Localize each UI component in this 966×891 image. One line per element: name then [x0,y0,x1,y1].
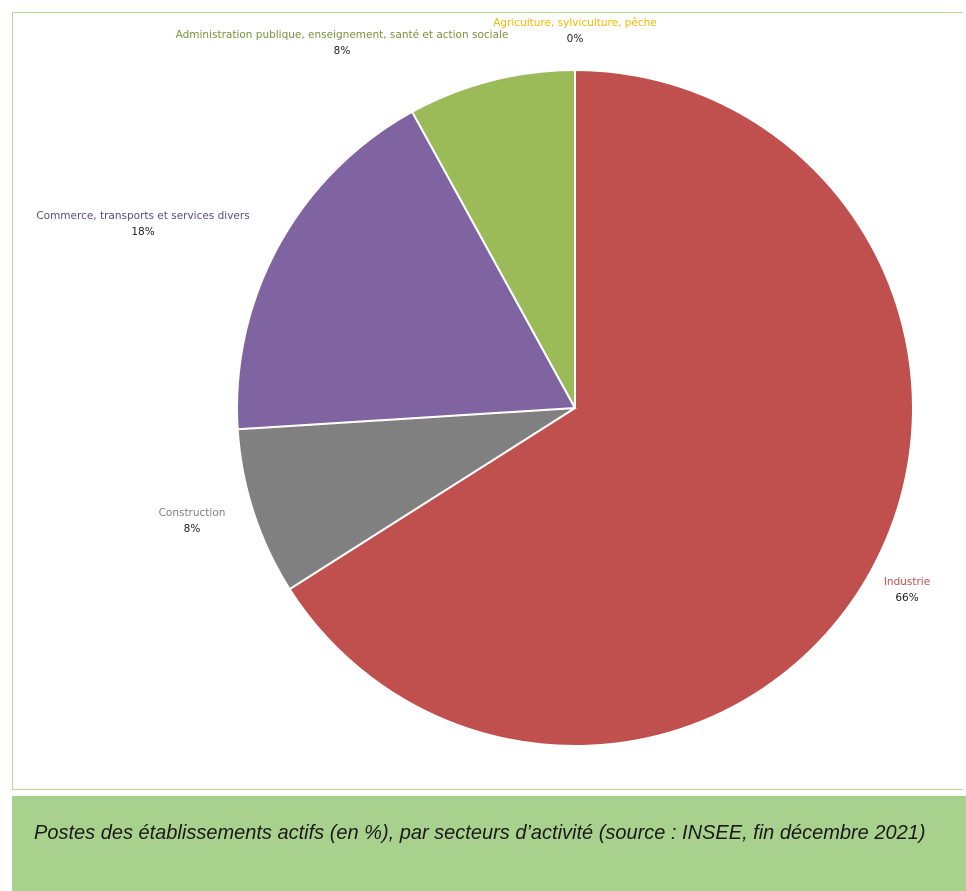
caption-box: Postes des établissements actifs (en %),… [12,796,966,891]
pie-slice-1 [236,407,576,591]
slice-value-label-4: 0% [567,33,584,45]
pie-slice-0 [288,68,914,747]
slice-label-3: Administration publique, enseignement, s… [176,29,509,41]
chart-frame: Industrie 66% Construction 8% Commerce, tran… [12,12,963,790]
slice-label-4: Agriculture, sylviculture, pêche [493,17,657,29]
slice-label-2: Commerce, transports et services divers [36,210,249,222]
pie-slice-3 [410,68,576,409]
slice-value-label-2: 18% [131,226,154,238]
chart-caption: Postes des établissements actifs (en %),… [34,822,926,844]
slice-value-label-3: 8% [334,45,351,57]
slice-value-label-0: 66% [895,592,918,604]
pie-slice-2 [236,110,577,431]
pie-chart: Industrie 66% Construction 8% Commerce, tran… [36,17,930,747]
slice-value-label-1: 8% [184,523,201,535]
slice-label-1: Construction [159,507,226,519]
slice-label-0: Industrie [884,576,930,588]
